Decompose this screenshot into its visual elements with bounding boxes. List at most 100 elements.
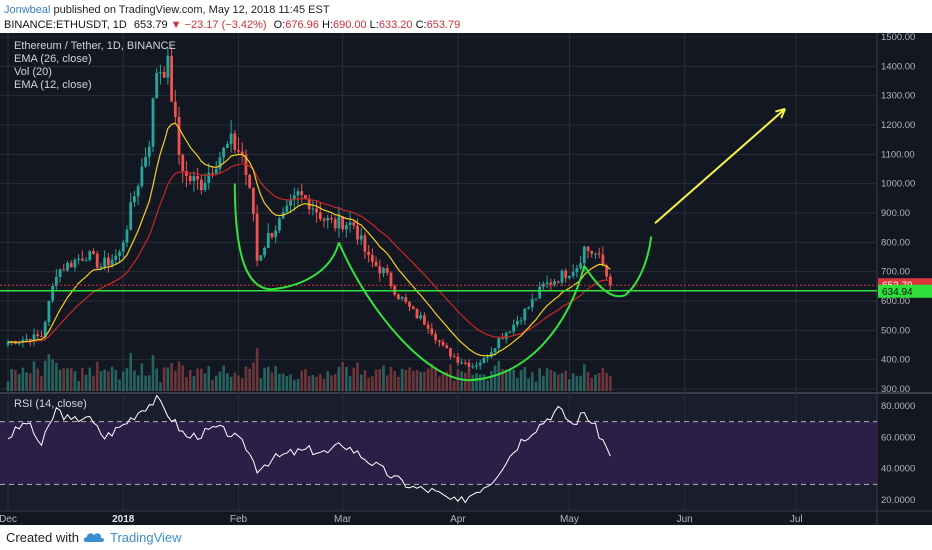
candle-body <box>159 71 162 73</box>
footer: Created with TradingView <box>0 525 932 550</box>
rsi-tick-label: 20.0000 <box>881 495 915 506</box>
candle-body <box>140 166 144 187</box>
volume-bar <box>155 368 159 391</box>
volume-bar <box>400 368 404 391</box>
volume-bar <box>174 370 177 391</box>
volume-bar <box>345 366 348 391</box>
volume-bar <box>77 381 80 391</box>
volume-bar <box>493 365 497 391</box>
candle-body <box>322 218 326 221</box>
candle-body <box>181 154 185 171</box>
candle-body <box>144 156 147 167</box>
target-arrow-head <box>775 107 786 119</box>
volume-bar <box>29 373 32 391</box>
volume-bar <box>415 369 419 391</box>
volume-bar <box>99 371 103 391</box>
candle-body <box>218 157 222 169</box>
cup-curve <box>337 241 586 382</box>
candle-body <box>545 282 549 284</box>
volume-bar <box>393 371 396 391</box>
volume-bar <box>296 378 300 391</box>
candle-body <box>404 297 408 302</box>
rsi-tick-label: 60.0000 <box>881 432 915 443</box>
candle-body <box>605 265 608 277</box>
high-label: H: <box>321 19 333 31</box>
candle-body <box>538 286 542 299</box>
candle-body <box>441 341 445 346</box>
tradingview-cloud-icon[interactable] <box>82 529 106 545</box>
candle-body <box>203 182 207 191</box>
volume-bar <box>162 367 166 391</box>
volume-bar <box>73 371 77 391</box>
candle-body <box>307 198 311 210</box>
volume-bar <box>586 372 590 391</box>
volume-bar <box>229 376 233 391</box>
price-tick-label: 400.00 <box>881 355 910 366</box>
candle-body <box>508 331 512 333</box>
volume-bar <box>478 374 482 391</box>
legend-entry: EMA (12, close) <box>14 79 92 91</box>
legend-entry: Ethereum / Tether, 1D, BINANCE <box>14 40 176 52</box>
volume-bar <box>590 377 594 391</box>
candle-body <box>155 72 159 99</box>
candle-body <box>248 175 252 188</box>
last-price: 653.79 <box>133 19 168 31</box>
rsi-tick-label: 80.0000 <box>881 401 915 412</box>
volume-bar <box>233 372 237 391</box>
volume-bar <box>200 368 203 391</box>
volume-bar <box>222 365 225 391</box>
volume-bar <box>501 369 504 391</box>
handle-curve-left <box>233 183 340 291</box>
candle-body <box>378 266 382 274</box>
volume-bar <box>226 373 229 391</box>
volume-bar <box>464 372 467 391</box>
volume-bar <box>482 374 486 391</box>
price-tick-label: 1200.00 <box>881 120 915 131</box>
volume-bar <box>207 366 211 391</box>
volume-bar <box>307 376 311 391</box>
candle-body <box>478 363 482 366</box>
tradingview-link[interactable]: TradingView <box>110 530 182 545</box>
candle-body <box>129 202 133 230</box>
volume-bar <box>579 375 582 391</box>
candle-body <box>36 334 40 337</box>
volume-bar <box>133 370 136 391</box>
price-chart[interactable]: 1500.00 1400.00 1300.00 1200.00 1100.00 1000.… <box>0 33 932 525</box>
high-value: 690.00 <box>332 19 367 31</box>
author-link[interactable]: Jonwbeal <box>4 4 51 16</box>
volume-bar <box>266 366 270 391</box>
volume-bar <box>177 361 181 391</box>
price-tick-label: 700.00 <box>881 267 910 278</box>
open-label: O: <box>273 19 286 31</box>
candle-body <box>192 176 196 182</box>
price-tick-label: 600.00 <box>881 296 910 307</box>
candle-body <box>456 356 460 363</box>
volume-bar <box>512 369 515 391</box>
candle-body <box>51 286 55 302</box>
low-label: L: <box>369 19 379 31</box>
volume-bar <box>542 375 545 391</box>
volume-bar <box>426 368 430 391</box>
candle-body <box>251 187 255 214</box>
volume-bar <box>356 362 359 391</box>
volume-bar <box>129 353 132 391</box>
volume-bar <box>404 370 408 391</box>
volume-bar <box>274 366 277 391</box>
candle-body <box>337 216 341 229</box>
candle-body <box>385 268 389 273</box>
volume-bar <box>471 374 475 391</box>
candle-body <box>84 260 88 262</box>
candle-body <box>311 208 315 210</box>
candle-body <box>356 225 359 240</box>
candle-body <box>493 348 497 352</box>
close-value: 653.79 <box>426 19 461 31</box>
rsi-label: RSI (14, close) <box>14 398 87 410</box>
price-tick-label: 1400.00 <box>881 61 915 72</box>
volume-bar <box>285 376 289 391</box>
candle-body <box>188 175 192 182</box>
volume-bar <box>534 381 538 391</box>
volume-bar <box>452 380 456 391</box>
rsi-tick-label: 40.0000 <box>881 464 915 475</box>
candle-body <box>560 270 564 283</box>
price-change: −23.17 (−3.42%) <box>184 19 267 31</box>
